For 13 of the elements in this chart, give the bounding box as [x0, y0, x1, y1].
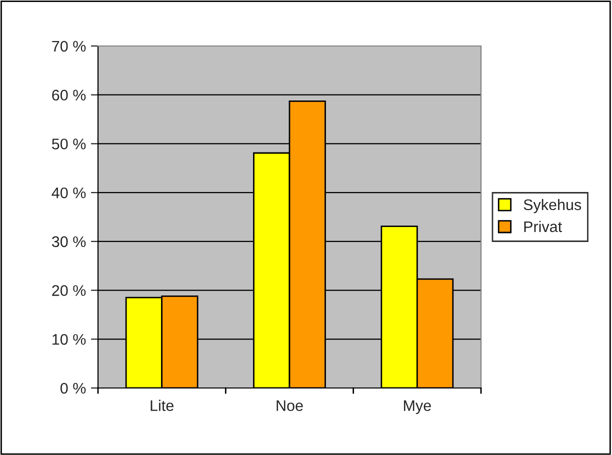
y-tick-label: 50 %	[52, 138, 86, 150]
y-tick-label: 60 %	[52, 90, 86, 101]
y-tick-label: 40 %	[52, 187, 86, 198]
x-tick-label: Noe	[276, 400, 303, 412]
x-tick-label: Lite	[150, 400, 174, 412]
y-tick-label: 30 %	[52, 236, 86, 248]
legend-label: Sykehus	[524, 198, 582, 214]
legend-label: Privat	[524, 220, 562, 232]
y-tick-label: 0 %	[60, 382, 86, 394]
x-tick-label: Mye	[404, 400, 431, 414]
y-tick-label: 70 %	[52, 40, 86, 52]
y-tick-label: 10 %	[52, 334, 86, 345]
y-tick-label: 20 %	[52, 285, 86, 296]
